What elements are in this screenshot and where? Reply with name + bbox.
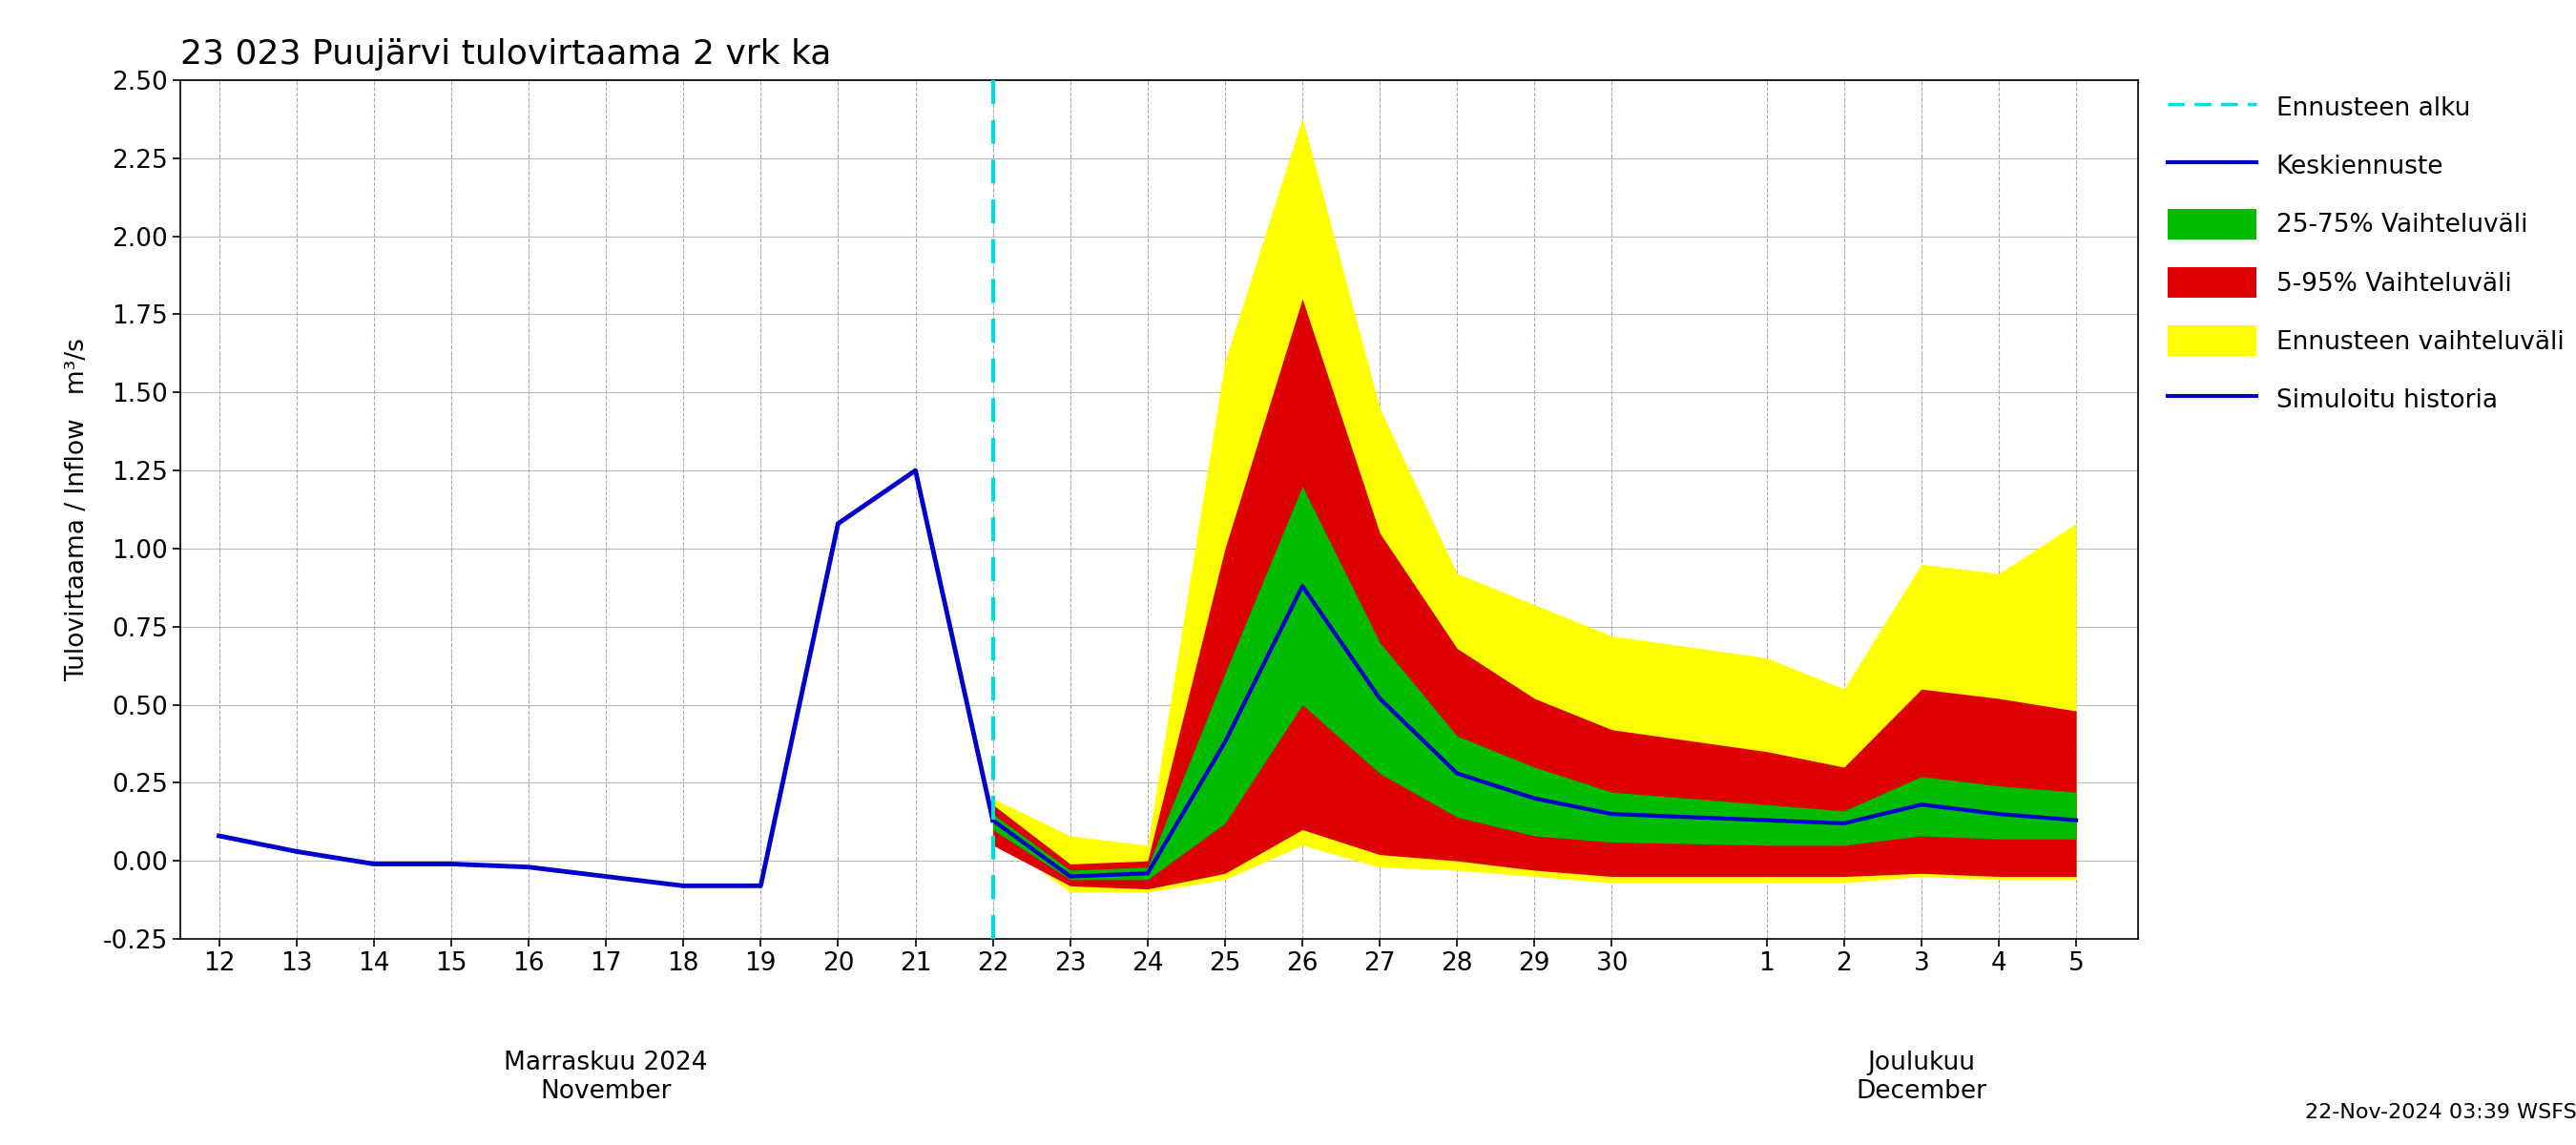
Text: Joulukuu
December: Joulukuu December — [1857, 1051, 1986, 1104]
Text: Marraskuu 2024
November: Marraskuu 2024 November — [505, 1051, 708, 1104]
Text: 23 023 Puujärvi tulovirtaama 2 vrk ka: 23 023 Puujärvi tulovirtaama 2 vrk ka — [180, 39, 832, 71]
Legend: Ennusteen alku, Keskiennuste, 25-75% Vaihteluväli, 5-95% Vaihteluväli, Ennusteen: Ennusteen alku, Keskiennuste, 25-75% Vai… — [2161, 84, 2571, 423]
Text: 22-Nov-2024 03:39 WSFS-O: 22-Nov-2024 03:39 WSFS-O — [2306, 1103, 2576, 1122]
Y-axis label: Tulovirtaama / Inflow   m³/s: Tulovirtaama / Inflow m³/s — [64, 338, 90, 681]
